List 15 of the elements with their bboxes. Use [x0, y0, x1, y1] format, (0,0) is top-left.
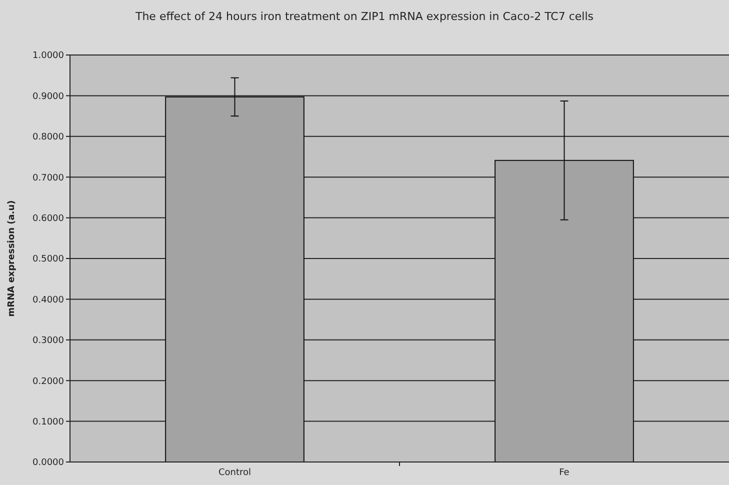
y-tick-label: 0.5000	[32, 254, 64, 265]
y-tick-label: 0.1000	[32, 417, 64, 428]
x-tick-label: Fe	[559, 468, 570, 478]
y-tick-label: 0.2000	[32, 376, 64, 387]
x-tick-label: Control	[218, 468, 252, 478]
y-tick-label: 0.9000	[32, 92, 64, 102]
y-axis-title: mRNA expression (a.u)	[7, 200, 17, 317]
y-tick-label: 0.8000	[32, 132, 64, 143]
y-tick-label: 0.4000	[32, 295, 64, 306]
y-tick-label: 0.7000	[32, 173, 64, 184]
y-tick-label: 0.6000	[32, 214, 64, 224]
y-tick-label: 0.0000	[32, 458, 64, 468]
y-tick-label: 0.3000	[32, 336, 64, 346]
y-tick-label: 1.0000	[32, 51, 64, 62]
chart-title: The effect of 24 hours iron treatment on ZIP1 mRNA expression in Caco-2 TC7 cells	[134, 10, 594, 23]
